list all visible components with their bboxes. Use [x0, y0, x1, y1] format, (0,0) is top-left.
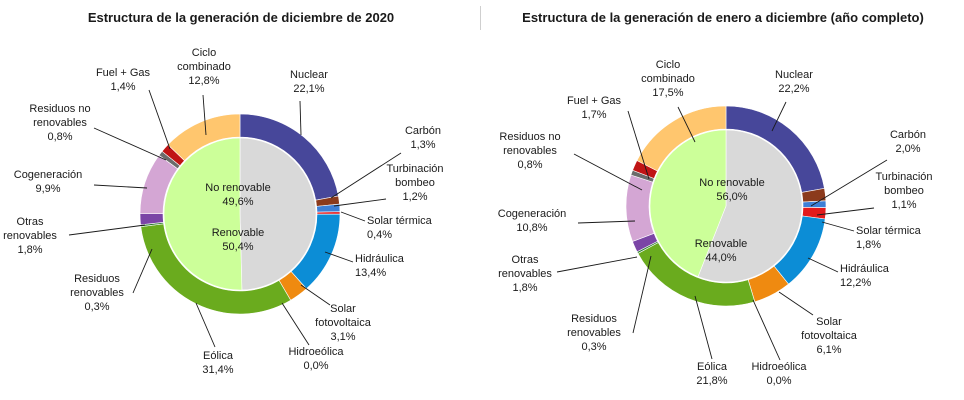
outer-label-fuel-gas: Fuel + Gas 1,7%: [567, 95, 622, 121]
leader-line-hidroeolica: [752, 299, 781, 361]
inner-slice-renovable: [163, 137, 243, 291]
inner-slice-no-renovable: [239, 137, 317, 291]
leader-line-ciclo-combinado: [202, 94, 207, 136]
inner-label-no-renovable: No renovable 49,6%: [205, 182, 270, 208]
inner-label-no-renovable: No renovable 56,0%: [699, 177, 764, 203]
outer-label-nuclear: Nuclear 22,2%: [775, 69, 813, 95]
leader-line-residuos-renovables: [632, 255, 652, 334]
leader-line-fuel-gas: [148, 89, 171, 150]
chart-panel-december: Estructura de la generación de diciembre…: [3, 10, 443, 376]
leader-line-solar-termica: [821, 221, 855, 232]
outer-label-hidraulica: Hidráulica 13,4%: [355, 253, 405, 279]
outer-label-turbinacion-bombeo: Turbinación bombeo 1,1%: [875, 171, 932, 211]
outer-label-hidroeolica: Hidroeólica 0,0%: [751, 361, 807, 387]
panel-divider: [480, 6, 481, 30]
leader-line-residuos-no-renovables: [573, 153, 643, 191]
leader-line-hidraulica: [807, 257, 839, 273]
leader-line-eolica: [195, 302, 216, 348]
leader-line-nuclear: [771, 101, 787, 132]
outer-label-solar-fotovoltaica: Solar fotovoltaica 6,1%: [801, 316, 858, 356]
outer-label-otras-renovables: Otras renovables 1,8%: [3, 216, 57, 256]
leader-line-cogeneracion: [577, 220, 636, 224]
outer-label-solar-termica: Solar térmica 1,8%: [856, 225, 922, 251]
leader-line-turbinacion-bombeo: [816, 207, 875, 216]
outer-label-solar-termica: Solar térmica 0,4%: [367, 215, 433, 241]
outer-label-residuos-no-renovables: Residuos no renovables 0,8%: [499, 131, 560, 171]
leader-line-fuel-gas: [627, 110, 650, 180]
outer-label-nuclear: Nuclear 22,1%: [290, 69, 328, 95]
outer-slice-solar-termica: [316, 211, 341, 215]
leader-line-otras-renovables: [556, 256, 638, 273]
inner-slice-no-renovable: [697, 129, 803, 283]
chart-title: Estructura de la generación de enero a d…: [522, 10, 924, 25]
leader-line-otras-renovables: [68, 224, 146, 236]
inner-slice-renovable: [649, 129, 727, 278]
leader-line-ciclo-combinado: [677, 106, 696, 143]
outer-slice-ciclo-combinado: [636, 105, 727, 172]
donut: [625, 105, 827, 307]
leader-line-residuos-renovables: [132, 248, 153, 294]
leader-line-solar-termica: [340, 211, 366, 222]
chart-panel-full-year: Estructura de la generación de enero a d…: [482, 0, 964, 400]
leader-line-carbon: [330, 152, 402, 199]
outer-label-hidroeolica: Hidroeólica 0,0%: [288, 346, 344, 372]
leader-line-solar-fotovoltaica: [778, 291, 814, 316]
outer-label-carbon: Carbón 2,0%: [890, 129, 926, 155]
outer-label-residuos-no-renovables: Residuos no renovables 0,8%: [29, 103, 90, 143]
outer-label-cogeneracion: Cogeneración 9,9%: [14, 169, 83, 195]
donut-chart-full-year: No renovable 56,0% Renovable 44,0% Nuclear 22…: [498, 59, 933, 387]
leader-line-solar-fotovoltaica: [300, 284, 331, 306]
outer-label-turbinacion-bombeo: Turbinación bombeo 1,2%: [386, 163, 443, 203]
leader-line-eolica: [694, 295, 713, 360]
outer-label-eolica: Eólica 31,4%: [202, 350, 233, 376]
outer-slice-ciclo-combinado: [167, 113, 241, 162]
outer-label-otras-renovables: Otras renovables 1,8%: [498, 254, 552, 294]
outer-label-fuel-gas: Fuel + Gas 1,4%: [96, 67, 151, 93]
outer-label-cogeneracion: Cogeneración 10,8%: [498, 208, 567, 234]
outer-label-eolica: Eólica 21,8%: [696, 361, 727, 387]
leader-line-hidraulica: [324, 251, 354, 263]
leader-line-nuclear: [299, 100, 302, 136]
leader-line-turbinacion-bombeo: [333, 198, 387, 207]
donut-chart-december: No renovable 49,6% Renovable 50,4% Nuclear 22…: [3, 47, 443, 376]
outer-label-residuos-renovables: Residuos renovables 0,3%: [70, 273, 124, 313]
leader-line-carbon: [810, 159, 888, 207]
outer-label-residuos-renovables: Residuos renovables 0,3%: [567, 313, 621, 353]
leader-line-residuos-no-renovables: [93, 127, 167, 161]
outer-label-ciclo-combinado: Ciclo combinado 17,5%: [641, 59, 695, 99]
chart-title: Estructura de la generación de diciembre…: [87, 10, 395, 25]
outer-label-carbon: Carbón 1,3%: [405, 125, 441, 151]
donut: [139, 113, 341, 315]
outer-label-solar-fotovoltaica: Solar fotovoltaica 3,1%: [315, 303, 372, 343]
leader-line-hidroeolica: [281, 302, 310, 346]
outer-label-ciclo-combinado: Ciclo combinado 12,8%: [177, 47, 231, 87]
inner-label-renovable: Renovable 50,4%: [212, 227, 265, 253]
leader-line-cogeneracion: [93, 184, 148, 189]
inner-label-renovable: Renovable 44,0%: [695, 238, 748, 264]
outer-label-hidraulica: Hidráulica 12,2%: [840, 263, 890, 289]
